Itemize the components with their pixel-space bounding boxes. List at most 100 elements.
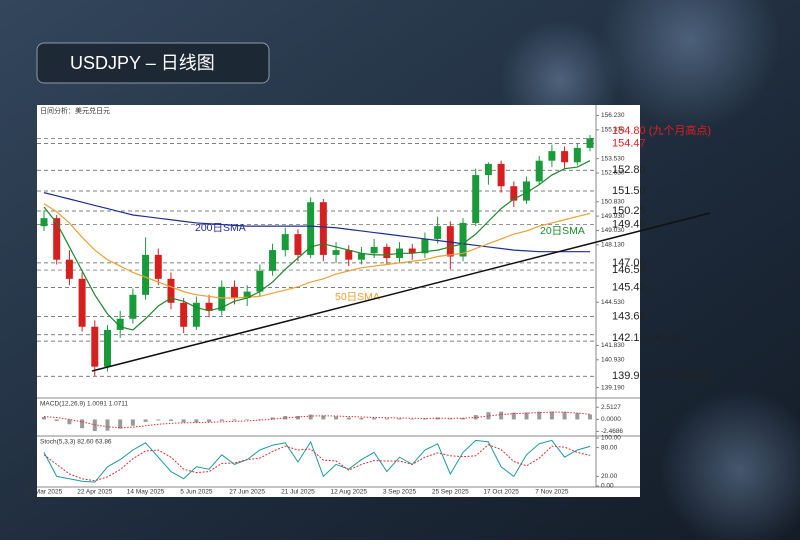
macd-bar — [194, 419, 199, 423]
macd-bar — [118, 419, 123, 429]
candle-body — [459, 222, 467, 257]
candle-body — [345, 250, 353, 260]
chart-subtitle: 日间分析：美元兑日元 — [40, 106, 110, 115]
x-tick-label: 5 Jun 2025 — [180, 489, 213, 496]
macd-bar — [562, 412, 567, 420]
y-tick-label: 153.530 — [601, 155, 625, 162]
level-label: 152.80 — [612, 164, 646, 176]
stoch-label: Stoch(5,3,3) 82.60 63.86 — [40, 439, 112, 446]
candle-body — [129, 294, 137, 319]
candle-body — [40, 218, 48, 227]
x-tick-label: 31 Mar 2025 — [26, 489, 63, 496]
bokeh — [660, 390, 800, 545]
candle-body — [281, 234, 289, 251]
candle-body — [91, 326, 99, 367]
macd-bar — [232, 419, 237, 421]
candle-body — [53, 218, 61, 260]
macd-signal — [43, 411, 591, 429]
sma-line — [43, 160, 591, 331]
candle-body — [269, 250, 277, 271]
macd-bar — [321, 415, 326, 420]
macd-bar — [334, 416, 339, 420]
level-label: 147.00 — [612, 257, 646, 269]
macd-bar — [257, 418, 262, 420]
macd-bar — [524, 412, 529, 420]
macd-bar — [499, 411, 504, 420]
macd-bar — [207, 419, 212, 422]
x-tick-label: 17 Oct 2025 — [483, 489, 519, 496]
y-tick-label: 149.930 — [601, 213, 625, 220]
macd-bar — [130, 419, 135, 426]
y-tick-label: 139.190 — [601, 384, 625, 391]
candle-body — [205, 302, 213, 311]
candle-body — [256, 270, 264, 292]
candle-body — [510, 186, 518, 201]
candle-body — [561, 151, 569, 163]
level-label: 139.90 (七个月低点) — [612, 369, 711, 382]
y-tick-label: 144.530 — [601, 299, 625, 306]
candle-body — [294, 234, 302, 255]
y-tick-label: -2.4686 — [601, 428, 623, 435]
candle-body — [370, 246, 378, 254]
candle-body — [472, 175, 480, 223]
level-label: 143.65 — [612, 310, 646, 322]
bokeh — [600, 0, 780, 130]
candle-body — [192, 302, 200, 327]
candle-body — [408, 248, 416, 254]
sma-label: 200日SMA — [195, 222, 246, 234]
candle-body — [230, 286, 238, 299]
candle-body — [573, 147, 581, 163]
x-tick-label: 21 Jul 2025 — [281, 489, 315, 496]
candle-body — [383, 246, 391, 259]
candle-body — [78, 278, 86, 327]
level-label: 142.10-142.50 — [612, 332, 683, 344]
macd-bar — [105, 419, 110, 431]
candle-body — [548, 151, 556, 161]
candle-body — [523, 181, 531, 201]
macd-bar — [346, 417, 351, 420]
x-tick-label: 27 Jun 2025 — [229, 489, 265, 496]
y-tick-label: 141.830 — [601, 342, 625, 349]
candle-body — [180, 302, 188, 327]
title-box — [36, 42, 270, 84]
candle-body — [65, 259, 73, 279]
x-tick-label: 7 Nov 2025 — [535, 489, 569, 496]
level-label: 149.40 — [612, 218, 646, 230]
candle-body — [142, 254, 150, 295]
stoch-d — [43, 444, 591, 482]
candle-body — [497, 163, 505, 187]
sma-line — [43, 203, 591, 299]
trend-line — [91, 212, 711, 372]
y-tick-label: 148.130 — [601, 242, 625, 249]
y-tick-label: 100.00 — [601, 435, 621, 442]
macd-bar — [486, 412, 491, 420]
sma-label: 50日SMA — [335, 291, 380, 303]
candle-body — [154, 254, 162, 279]
macd-bar — [549, 411, 554, 420]
macd-bar — [156, 419, 161, 421]
y-tick-label: 2.5127 — [601, 404, 621, 411]
macd-bar — [511, 412, 516, 420]
macd-label: MACD(12,26,9) 1.0091 1.0711 — [40, 401, 128, 408]
macd-bar — [245, 419, 250, 420]
macd-bar — [181, 419, 186, 423]
macd-bar — [67, 419, 72, 425]
macd-bar — [80, 419, 85, 429]
candle-body — [484, 163, 492, 176]
level-label: 151.50 — [612, 185, 646, 197]
macd-bar — [575, 413, 580, 420]
level-label: 154.80 (九个月高点) — [612, 123, 711, 137]
macd-bar — [168, 419, 173, 421]
macd-bar — [372, 417, 377, 420]
sma-line — [43, 192, 590, 253]
level-label: 146.55 — [612, 264, 646, 276]
chart-title: USDJPY – 日线图 — [70, 53, 215, 73]
macd-bar — [308, 414, 313, 420]
macd-bar — [54, 419, 59, 421]
candle-body — [446, 226, 454, 257]
candle-body — [357, 253, 365, 260]
macd-bar — [359, 417, 364, 420]
y-tick-label: 80.00 — [601, 444, 618, 451]
macd-bar — [410, 418, 415, 420]
